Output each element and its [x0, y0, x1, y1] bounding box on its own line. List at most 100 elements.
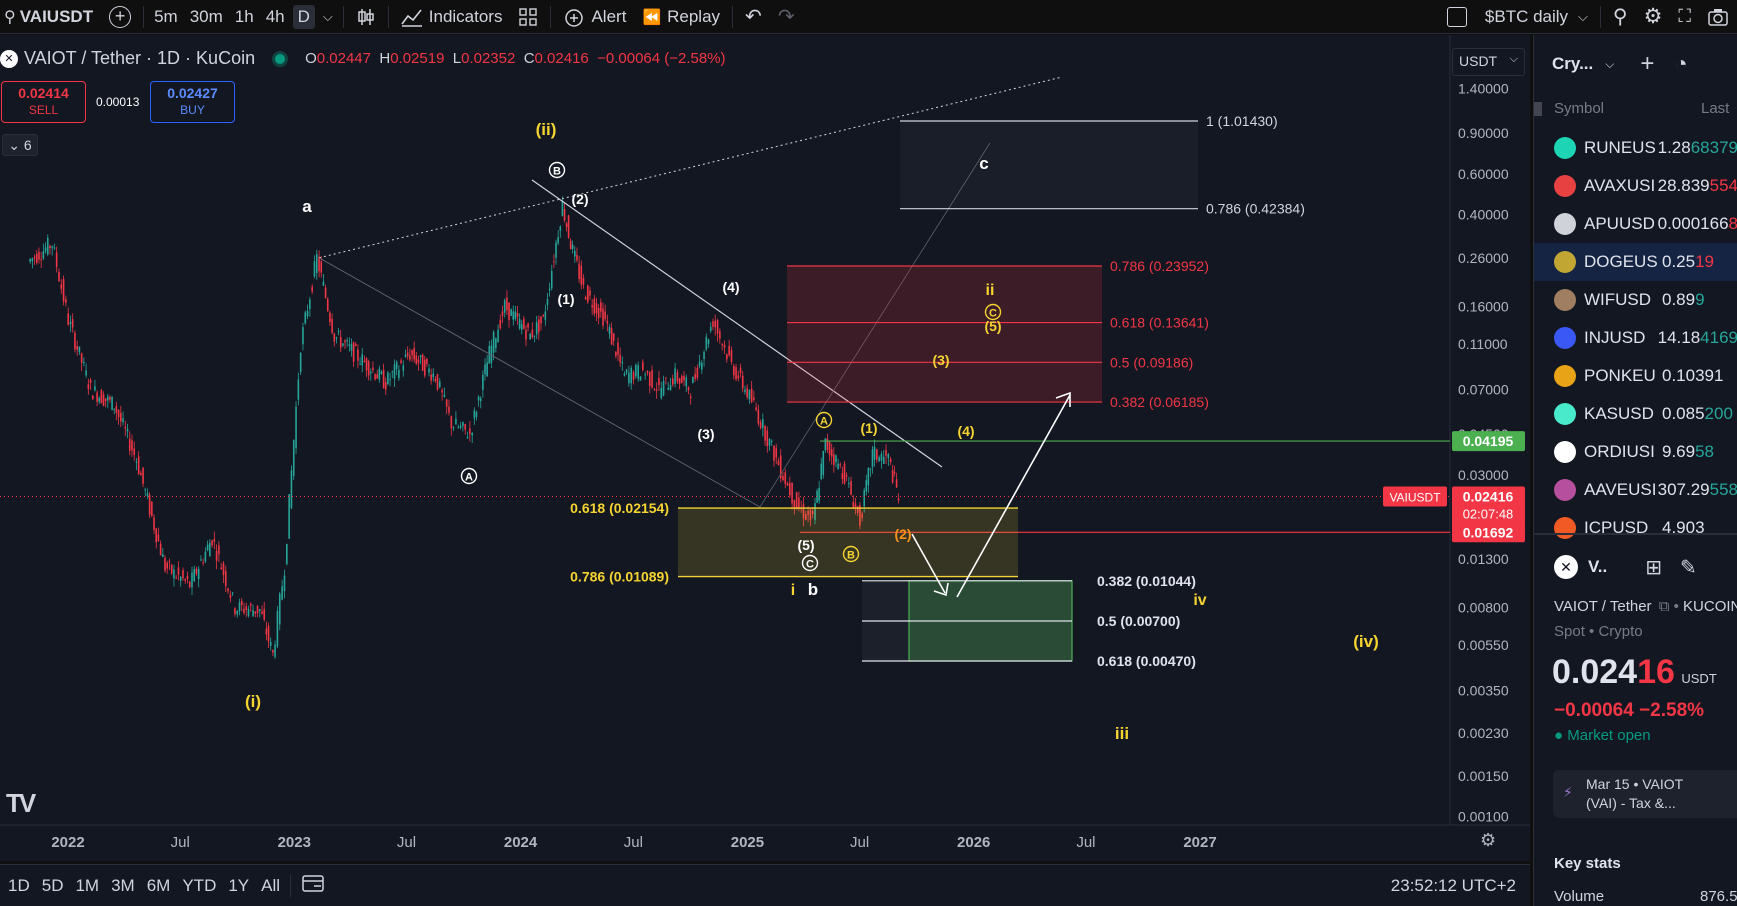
candle-body	[628, 372, 630, 384]
market-status: ● Market open	[1554, 727, 1651, 744]
candle-body	[276, 610, 279, 647]
watchlist-row[interactable]: ORDIUSI 9.6958	[1534, 433, 1737, 471]
alert-button[interactable]: Alert	[555, 0, 634, 34]
camera-icon[interactable]	[1699, 0, 1737, 34]
indicator-toggle[interactable]: ⌄ 6	[2, 134, 38, 156]
news-card[interactable]: ⚡ Mar 15 • VAIOT (VAI) - Tax &...	[1553, 770, 1737, 818]
interval-5m[interactable]: 5m	[154, 6, 178, 26]
candles-icon[interactable]	[348, 0, 384, 34]
symbol-search[interactable]: ⚲ VAIUSDT	[0, 0, 101, 34]
watchlist-row[interactable]: INJUSD 14.184169	[1534, 319, 1737, 357]
chart-settings-icon[interactable]: ◔	[1674, 51, 1688, 76]
candle-body	[44, 247, 47, 252]
time-tick: Jul	[171, 834, 190, 851]
watchlist-row[interactable]: WIFUSD 0.899	[1534, 281, 1737, 319]
wave-label-1-yellow: (1)	[860, 420, 877, 436]
indicators-button[interactable]: Indicators	[393, 0, 511, 34]
candle-body	[739, 367, 742, 373]
candle-body	[146, 493, 149, 496]
clock[interactable]: 23:52:12 UTC+2	[1390, 875, 1516, 895]
interval-d[interactable]: D	[291, 0, 317, 34]
range-1d[interactable]: 1D	[8, 875, 30, 895]
chevron-down-icon[interactable]: ⌵	[1605, 56, 1615, 71]
candle-body	[555, 242, 557, 258]
compare-button[interactable]: +	[101, 0, 139, 34]
candle-body	[363, 361, 366, 363]
replay-button[interactable]: ⏪ Replay	[634, 0, 728, 34]
wave-label-c: c	[979, 154, 988, 173]
watchlist-row[interactable]: RUNEUS 1.2868379	[1534, 129, 1737, 167]
currency-selector[interactable]: USDT ⌵	[1452, 48, 1525, 76]
candle-body	[213, 539, 216, 542]
range-all[interactable]: All	[261, 875, 281, 895]
col-symbol[interactable]: Symbol	[1554, 100, 1605, 117]
watchlist-last-main: 28.839	[1657, 176, 1710, 195]
range-3m[interactable]: 3M	[111, 875, 135, 895]
symbol-title[interactable]: VAIOT / Tether · 1D · KuCoin	[24, 48, 256, 68]
col-last[interactable]: Last	[1701, 100, 1730, 117]
range-6m[interactable]: 6M	[146, 875, 171, 895]
watchlist-row[interactable]: PONKEU 0.10391	[1534, 357, 1737, 395]
chart-pane[interactable]: 1.40000 0.90000 0.60000 0.40000 0.26000 0.160…	[0, 35, 1530, 861]
price-tick: 0.00150	[1458, 768, 1509, 784]
watchlist-title[interactable]: Cry...	[1552, 54, 1594, 73]
candle-body	[331, 318, 333, 333]
templates-button[interactable]	[510, 0, 546, 34]
range-1y[interactable]: 1Y	[228, 875, 250, 895]
details-exchange[interactable]: KUCOIN	[1683, 598, 1737, 615]
range-ytd[interactable]: YTD	[182, 875, 217, 895]
candle-body	[438, 381, 441, 388]
currency-label: USDT	[1459, 53, 1498, 69]
settings-gear-icon[interactable]: ⚙	[1643, 5, 1663, 28]
high-label: H	[379, 50, 391, 67]
range-5d[interactable]: 5D	[41, 875, 64, 895]
candle-body	[826, 438, 829, 450]
redo-icon[interactable]: ↷	[777, 6, 795, 28]
candle-body	[716, 319, 719, 334]
range-1m[interactable]: 1M	[75, 875, 100, 895]
external-link-icon[interactable]: ⧉	[1658, 598, 1670, 615]
layout-button[interactable]: $BTC daily ⌵	[1439, 0, 1596, 34]
price-tick: 0.01300	[1458, 551, 1509, 567]
symbol-tag-bg	[1383, 486, 1447, 507]
candle-body	[678, 378, 681, 384]
interval-30m[interactable]: 30m	[189, 6, 223, 26]
candle-body	[795, 492, 798, 510]
quick-search-icon[interactable]: ⚲	[1612, 6, 1628, 28]
sell-button[interactable]: 0.02414 SELL	[1, 81, 86, 123]
details-symbol[interactable]: V..	[1588, 557, 1608, 576]
buy-button[interactable]: 0.02427 BUY	[150, 81, 235, 123]
candle-body	[91, 395, 94, 400]
candle-body	[584, 296, 587, 300]
details-pair[interactable]: VAIOT / Tether	[1554, 598, 1652, 615]
watchlist-row[interactable]: ICPUSD 4.903	[1534, 509, 1737, 547]
watchlist-last-main: 0.10391	[1662, 366, 1724, 385]
candle-body	[685, 377, 688, 387]
layout-grid-icon[interactable]: ⊞	[1645, 556, 1662, 579]
candle-body	[861, 513, 863, 518]
chevron-down-icon[interactable]: ⌵	[322, 8, 333, 24]
candle-body	[265, 628, 268, 635]
fullscreen-icon[interactable]: ⛶	[1678, 6, 1691, 26]
interval-4h[interactable]: 4h	[265, 6, 285, 26]
add-symbol-icon[interactable]: +	[1640, 50, 1655, 77]
candle-body	[238, 602, 241, 612]
candle-body	[69, 322, 72, 325]
wave-label-iv-minor: iv	[1193, 592, 1206, 609]
watchlist-row[interactable]: DOGEUS 0.2519	[1534, 243, 1737, 281]
date-range-icon[interactable]	[295, 873, 331, 898]
watchlist-row[interactable]: AVAXUSI 28.839554	[1534, 167, 1737, 205]
candle-body	[746, 388, 748, 398]
candle-body	[290, 470, 293, 509]
axis-settings-icon[interactable]: ⚙	[1480, 830, 1497, 850]
undo-icon[interactable]: ↶	[745, 6, 762, 28]
watchlist-row[interactable]: KASUSD 0.085200	[1534, 395, 1737, 433]
candle-body	[542, 315, 544, 317]
collapse-handle[interactable]	[1534, 102, 1542, 116]
edit-icon[interactable]: ✎	[1680, 556, 1697, 579]
watchlist-row[interactable]: AAVEUSI 307.29558	[1534, 471, 1737, 509]
watchlist-symbol: ORDIUSI	[1584, 442, 1655, 461]
interval-1h[interactable]: 1h	[234, 6, 254, 26]
price-chart[interactable]: 1.40000 0.90000 0.60000 0.40000 0.26000 0.160…	[0, 35, 1530, 861]
